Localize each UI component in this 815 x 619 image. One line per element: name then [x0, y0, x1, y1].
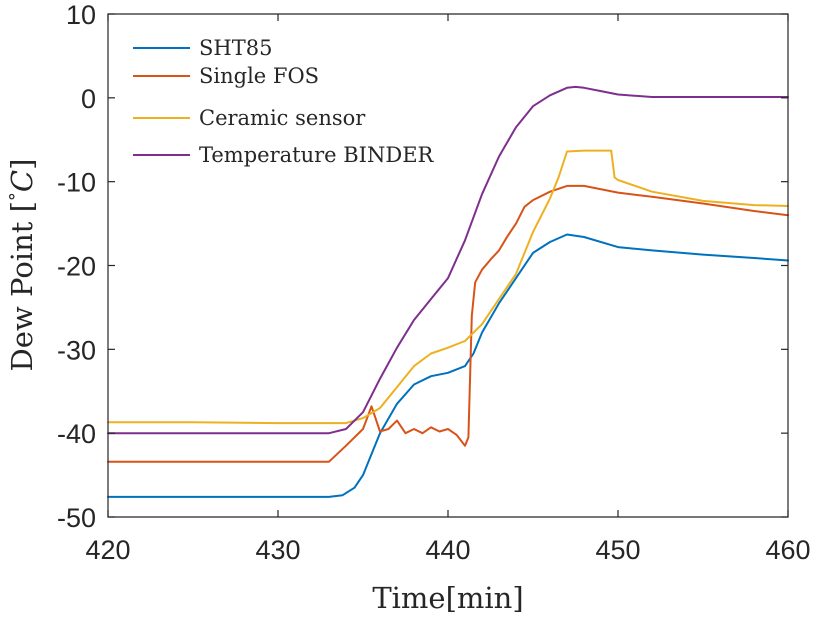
legend-label-ceramic-sensor: Ceramic sensor [199, 106, 366, 130]
y-axis-label-close: ] [5, 159, 39, 170]
legend: SHT85 Single FOS Ceramic sensor Temperat… [133, 36, 435, 167]
x-tick-label-420: 420 [85, 535, 130, 565]
y-tick-label-30: -30 [57, 335, 96, 365]
tick-layer: 420 430 440 450 460 10 0 -10 -20 -30 -40 -50 [57, 0, 811, 565]
x-tick-label-460: 460 [765, 535, 810, 565]
y-tick-label-50: -50 [57, 503, 96, 533]
x-axis-label: Time[min] [372, 581, 523, 615]
legend-label-single-fos: Single FOS [199, 64, 319, 88]
legend-label-temperature-binder: Temperature BINDER [199, 143, 435, 167]
series-line-temperature-binder [107, 85, 789, 435]
y-tick-label-10: 10 [66, 0, 96, 30]
plot-frame [107, 13, 789, 518]
y-tick-label-20: -20 [57, 252, 96, 282]
y-tick-label-40: -40 [57, 419, 96, 449]
series-layer [107, 85, 789, 498]
y-tick-label-0: 0 [81, 84, 96, 114]
legend-label-sht85: SHT85 [199, 36, 272, 60]
series-line-sht85 [107, 233, 789, 498]
series-line-single-fos [107, 184, 789, 463]
x-tick-label-440: 440 [425, 535, 470, 565]
y-axis-label: Dew Point [°C] [5, 159, 39, 372]
y-axis-label-main: Dew Point [ [5, 201, 39, 371]
y-tick-label-10: -10 [57, 168, 96, 198]
y-axis-label-degree: ° [6, 192, 27, 201]
y-axis-label-unit: C [5, 170, 39, 192]
series-line-ceramic-sensor [107, 149, 789, 425]
x-tick-label-430: 430 [255, 535, 300, 565]
x-tick-label-450: 450 [595, 535, 640, 565]
